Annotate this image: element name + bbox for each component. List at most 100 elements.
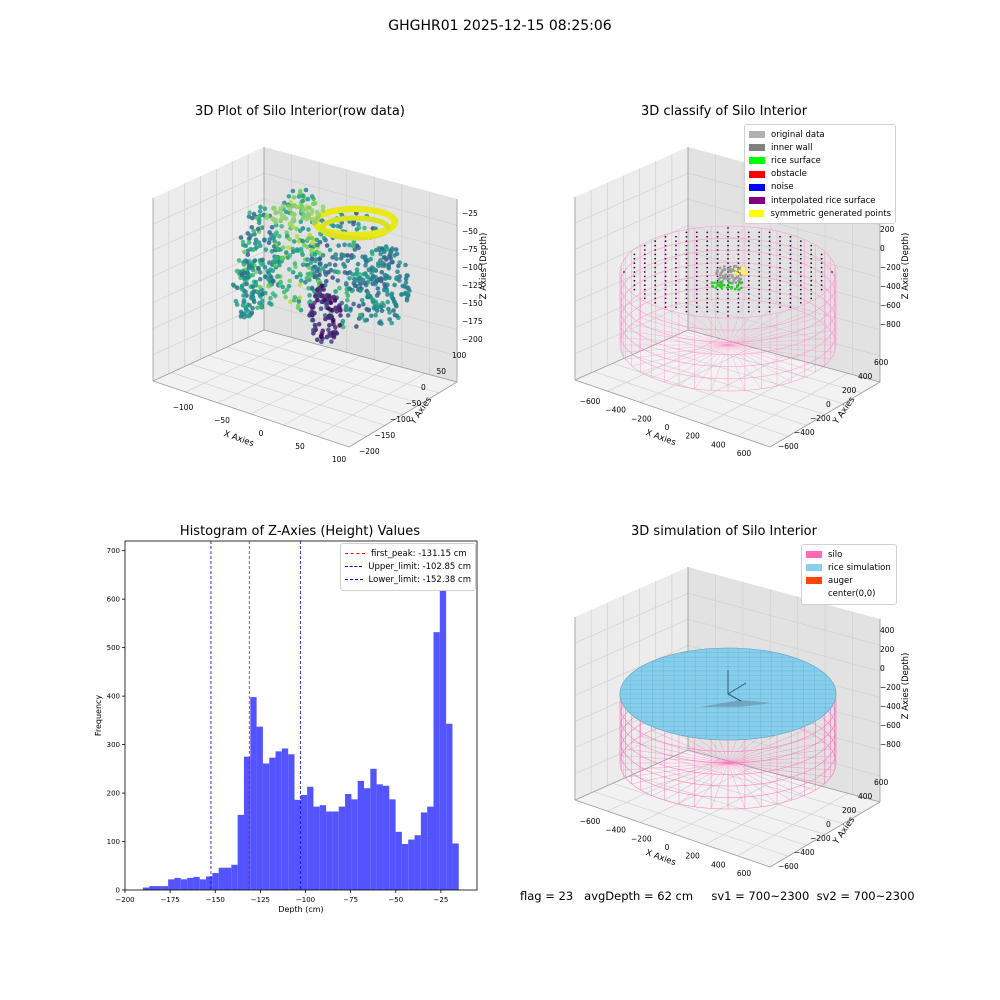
data-point [737, 257, 740, 260]
data-point [731, 281, 734, 285]
data-point [758, 293, 761, 295]
y-axis-tick-label: 0 [421, 383, 426, 392]
data-point [747, 262, 750, 265]
data-point [685, 293, 688, 295]
data-point [269, 225, 275, 230]
data-point [706, 253, 709, 256]
histogram-bar [206, 876, 213, 890]
silo-spoke [727, 312, 805, 346]
data-point [379, 321, 384, 326]
data-point [735, 285, 739, 289]
data-point [768, 284, 771, 287]
data-point [758, 253, 761, 256]
data-point [820, 262, 823, 265]
grid-line [687, 303, 881, 357]
data-point [260, 291, 265, 297]
data-point [399, 292, 404, 297]
data-point [799, 271, 802, 273]
data-point [315, 297, 320, 303]
data-point [643, 275, 646, 278]
data-point [391, 218, 399, 225]
data-point [643, 297, 646, 300]
data-point [730, 285, 734, 289]
data-point [330, 307, 335, 313]
data-point [737, 293, 740, 295]
histogram-bar [414, 835, 421, 890]
data-point [386, 262, 392, 267]
data-point [727, 301, 729, 304]
data-point [292, 261, 298, 266]
data-point [291, 216, 296, 221]
data-point [738, 269, 742, 273]
data-point [664, 253, 667, 256]
data-point [758, 310, 761, 313]
data-point [258, 243, 263, 249]
y-axis-tick-label: 0 [826, 820, 831, 829]
data-point [715, 272, 719, 276]
data-point [768, 257, 771, 260]
data-point [737, 240, 740, 243]
data-point [317, 256, 322, 262]
grid-line [574, 225, 689, 276]
legend-swatch [806, 591, 822, 598]
data-point [349, 255, 354, 260]
legend-swatch [749, 183, 765, 191]
axes-edge [574, 799, 771, 868]
data-point [740, 286, 743, 290]
data-point [747, 231, 750, 234]
data-point [727, 293, 729, 295]
z-axis-tick-label: 200 [880, 645, 895, 654]
data-point [799, 293, 802, 295]
histogram-bar [294, 799, 301, 890]
data-point [307, 293, 312, 298]
data-point [342, 242, 347, 247]
data-point [342, 270, 348, 275]
data-point [664, 279, 667, 282]
data-point [294, 274, 300, 280]
data-point [356, 221, 361, 227]
histogram-bar [269, 757, 276, 890]
data-point [738, 281, 741, 284]
grid-line [574, 592, 689, 644]
data-point [312, 274, 318, 280]
histogram-bar [326, 811, 333, 890]
data-point [664, 257, 667, 260]
data-point [309, 194, 315, 199]
data-point [322, 297, 327, 302]
data-point [343, 281, 349, 286]
data-point [633, 253, 636, 256]
data-point [799, 288, 802, 291]
data-point [305, 237, 311, 242]
sv2-text: sv2 = 700~2300 [816, 889, 915, 903]
z-axis-tick-label: −400 [880, 702, 901, 711]
data-point [675, 279, 677, 282]
silo-spoke [710, 299, 729, 346]
data-point [758, 240, 761, 243]
data-point [406, 292, 411, 298]
data-point [320, 266, 326, 272]
data-point [345, 258, 351, 264]
data-point [706, 262, 709, 265]
histogram-bar [149, 886, 156, 890]
data-point [799, 266, 802, 269]
data-point [768, 235, 771, 238]
legend-line [345, 553, 365, 555]
data-point [301, 213, 307, 219]
data-point [747, 279, 750, 282]
axes-edge [769, 381, 881, 448]
silo-spoke [727, 301, 762, 346]
data-point [758, 297, 761, 300]
z-axis-ticks: −25 −50 −75 −100 −125 −150 −175 −200 [462, 209, 483, 344]
data-point [716, 266, 719, 269]
data-point [245, 260, 250, 265]
data-point [664, 244, 667, 247]
data-point [727, 315, 729, 317]
histogram-bar [370, 768, 377, 890]
data-point [396, 263, 401, 269]
data-point [727, 306, 729, 309]
data-point [332, 262, 338, 268]
x-tick-label: −25 [434, 896, 449, 904]
x-tick-label: −200 [115, 896, 134, 904]
histogram-bar [332, 811, 339, 890]
data-point [716, 306, 719, 309]
